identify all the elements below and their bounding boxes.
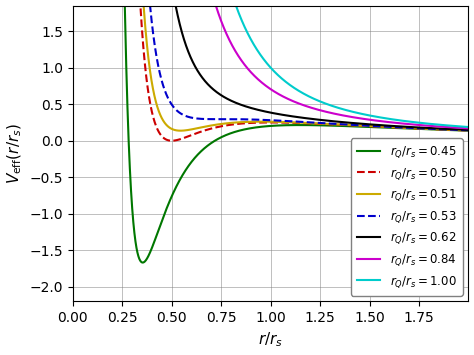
Legend: $r_Q/r_s = 0.45$, $r_Q/r_s = 0.50$, $r_Q/r_s = 0.51$, $r_Q/r_s = 0.53$, $r_Q/r_s: $r_Q/r_s = 0.45$, $r_Q/r_s = 0.50$, $r_Q… bbox=[351, 138, 463, 296]
$r_Q/r_s = 1.00$ bbox=[103, 4, 109, 8]
$r_Q/r_s = 0.84$ bbox=[268, 87, 274, 92]
$r_Q/r_s = 0.84$ bbox=[155, 4, 161, 8]
$r_Q/r_s = 0.45$ bbox=[249, 126, 255, 130]
$r_Q/r_s = 1.00$ bbox=[80, 4, 86, 8]
$r_Q/r_s = 1.00$ bbox=[268, 66, 274, 71]
$r_Q/r_s = 0.62$ bbox=[80, 4, 86, 8]
Line: $r_Q/r_s = 0.50$: $r_Q/r_s = 0.50$ bbox=[132, 6, 468, 141]
$r_Q/r_s = 0.50$ bbox=[198, 130, 203, 134]
Y-axis label: $V_{\mathrm{eff}}(r/r_s)$: $V_{\mathrm{eff}}(r/r_s)$ bbox=[6, 123, 24, 184]
$r_Q/r_s = 0.51$ bbox=[96, 4, 101, 8]
$r_Q/r_s = 0.50$ bbox=[129, 4, 135, 8]
$r_Q/r_s = 1.00$ bbox=[96, 4, 101, 8]
$r_Q/r_s = 0.84$ bbox=[82, 4, 87, 8]
$r_Q/r_s = 0.62$ bbox=[445, 127, 451, 131]
$r_Q/r_s = 0.62$ bbox=[82, 4, 87, 8]
$r_Q/r_s = 0.50$ bbox=[287, 121, 292, 125]
$r_Q/r_s = 0.51$ bbox=[465, 128, 471, 132]
Line: $r_Q/r_s = 0.62$: $r_Q/r_s = 0.62$ bbox=[83, 6, 468, 130]
$r_Q/r_s = 0.53$ bbox=[103, 4, 109, 8]
$r_Q/r_s = 0.51$ bbox=[103, 4, 109, 8]
$r_Q/r_s = 0.51$ bbox=[80, 4, 86, 8]
$r_Q/r_s = 0.50$ bbox=[201, 129, 207, 133]
$r_Q/r_s = 0.50$ bbox=[465, 128, 471, 132]
Line: $r_Q/r_s = 0.84$: $r_Q/r_s = 0.84$ bbox=[83, 6, 468, 129]
$r_Q/r_s = 0.84$ bbox=[445, 125, 451, 129]
$r_Q/r_s = 0.50$ bbox=[169, 138, 174, 143]
$r_Q/r_s = 1.00$ bbox=[465, 125, 471, 129]
$r_Q/r_s = 0.84$ bbox=[96, 4, 101, 8]
$r_Q/r_s = 1.00$ bbox=[82, 4, 87, 8]
$r_Q/r_s = 0.45$ bbox=[179, 175, 184, 179]
$r_Q/r_s = 0.45$ bbox=[333, 124, 338, 128]
$r_Q/r_s = 1.00$ bbox=[445, 123, 451, 127]
$r_Q/r_s = 0.62$ bbox=[465, 128, 471, 132]
$r_Q/r_s = 0.84$ bbox=[80, 4, 86, 8]
$r_Q/r_s = 0.45$ bbox=[235, 129, 241, 133]
$r_Q/r_s = 0.51$ bbox=[155, 108, 161, 112]
$r_Q/r_s = 0.62$ bbox=[96, 4, 101, 8]
$r_Q/r_s = 0.51$ bbox=[268, 120, 274, 124]
Line: $r_Q/r_s = 1.00$: $r_Q/r_s = 1.00$ bbox=[83, 6, 468, 127]
X-axis label: $r/r_s$: $r/r_s$ bbox=[258, 331, 283, 349]
$r_Q/r_s = 0.50$ bbox=[237, 121, 242, 126]
$r_Q/r_s = 0.45$ bbox=[106, 4, 111, 8]
$r_Q/r_s = 0.62$ bbox=[103, 4, 109, 8]
$r_Q/r_s = 0.51$ bbox=[445, 127, 451, 132]
$r_Q/r_s = 0.53$ bbox=[80, 4, 86, 8]
$r_Q/r_s = 0.53$ bbox=[445, 127, 451, 132]
$r_Q/r_s = 0.53$ bbox=[268, 118, 274, 122]
$r_Q/r_s = 0.53$ bbox=[82, 4, 87, 8]
$r_Q/r_s = 0.45$ bbox=[465, 129, 471, 133]
Line: $r_Q/r_s = 0.51$: $r_Q/r_s = 0.51$ bbox=[83, 6, 468, 131]
$r_Q/r_s = 0.53$ bbox=[465, 128, 471, 132]
$r_Q/r_s = 0.62$ bbox=[155, 4, 161, 8]
$r_Q/r_s = 1.00$ bbox=[155, 4, 161, 8]
$r_Q/r_s = 0.45$ bbox=[140, 261, 146, 265]
$r_Q/r_s = 0.50$ bbox=[216, 125, 222, 129]
$r_Q/r_s = 0.50$ bbox=[171, 138, 177, 143]
$r_Q/r_s = 0.45$ bbox=[293, 123, 299, 127]
$r_Q/r_s = 0.84$ bbox=[103, 4, 109, 8]
$r_Q/r_s = 0.53$ bbox=[96, 4, 101, 8]
$r_Q/r_s = 0.51$ bbox=[82, 4, 87, 8]
$r_Q/r_s = 0.62$ bbox=[268, 111, 274, 115]
Line: $r_Q/r_s = 0.45$: $r_Q/r_s = 0.45$ bbox=[109, 6, 468, 263]
$r_Q/r_s = 0.51$ bbox=[178, 129, 183, 133]
Line: $r_Q/r_s = 0.53$: $r_Q/r_s = 0.53$ bbox=[83, 6, 468, 130]
$r_Q/r_s = 0.84$ bbox=[465, 126, 471, 131]
$r_Q/r_s = 0.45$ bbox=[159, 219, 164, 224]
$r_Q/r_s = 0.53$ bbox=[155, 64, 161, 69]
